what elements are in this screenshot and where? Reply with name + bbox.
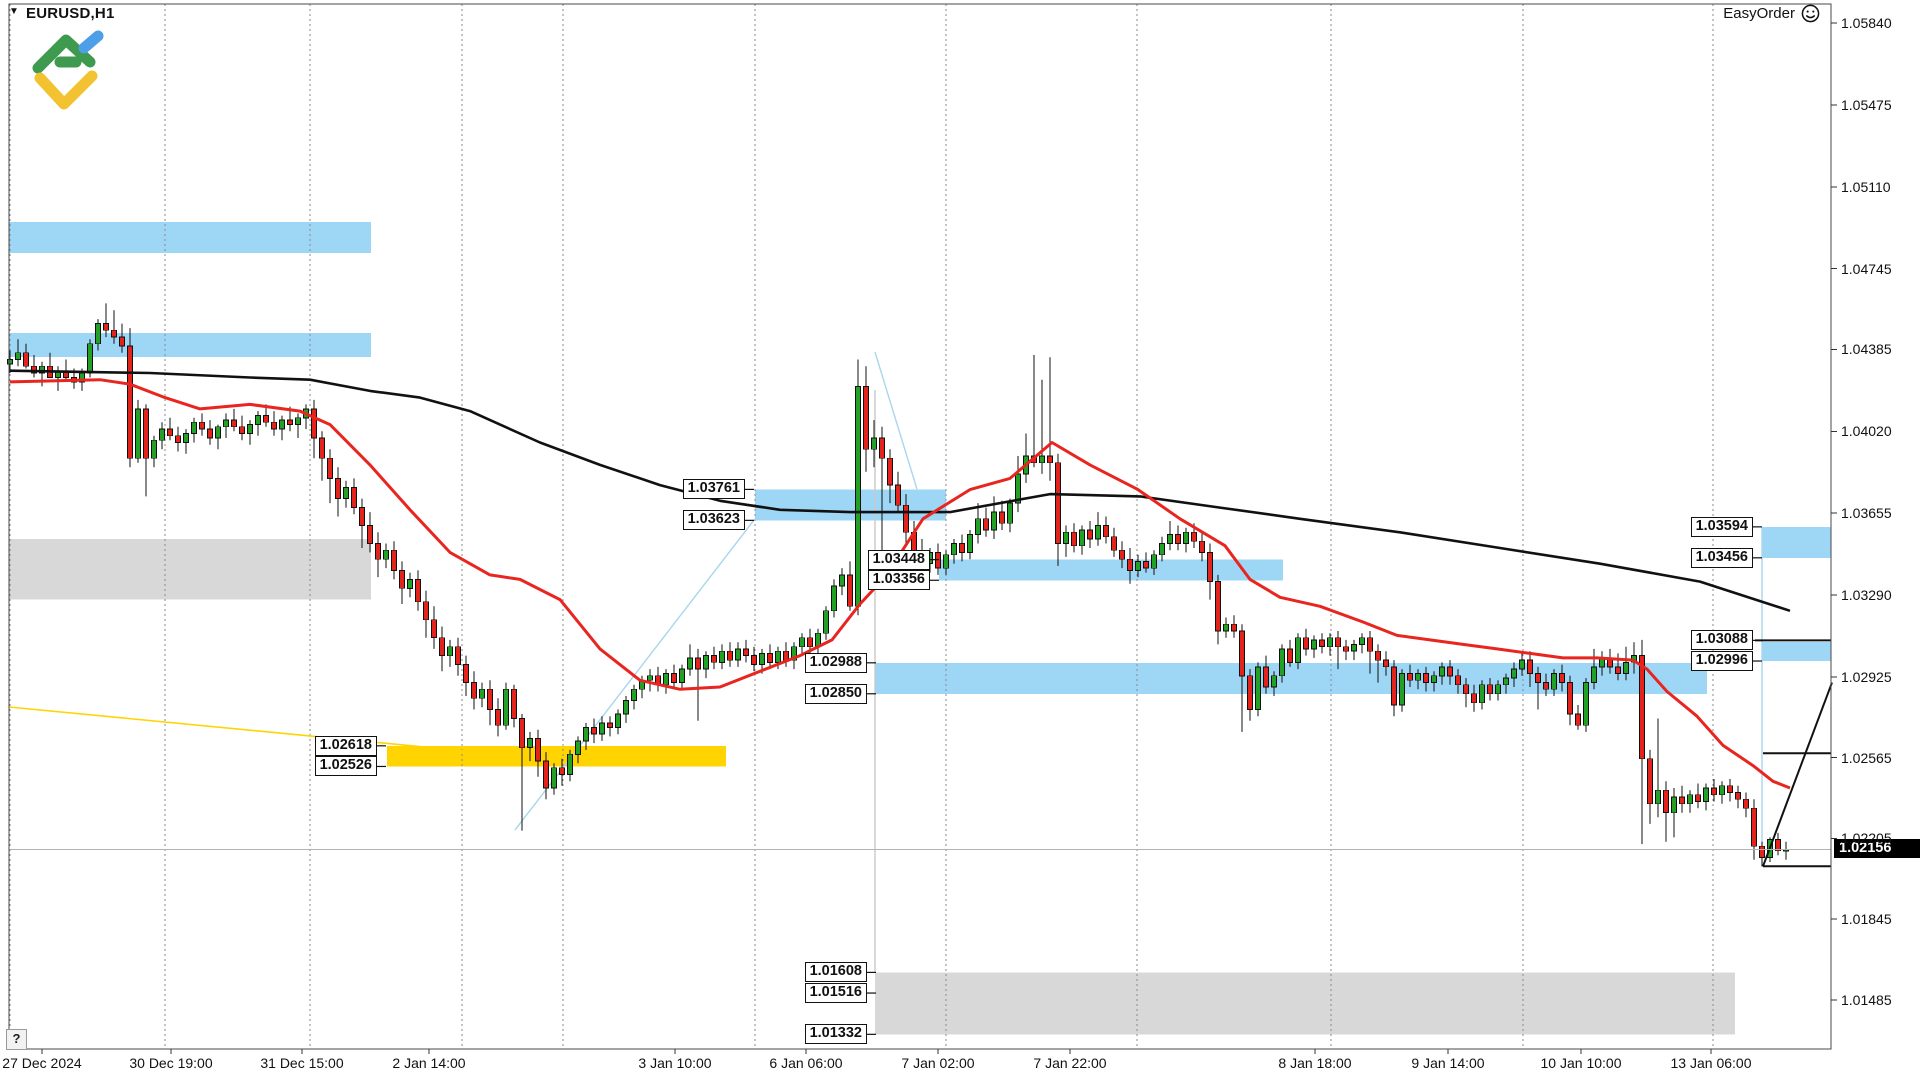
demand-zone-1029 bbox=[875, 662, 1707, 694]
yellow-trendline[interactable] bbox=[8, 706, 541, 759]
price-level-label[interactable]: 1.03088 bbox=[1690, 630, 1753, 651]
gray-zone-bottom bbox=[875, 972, 1735, 1035]
gray-zone-left bbox=[9, 538, 371, 600]
price-axis-label: 1.04385 bbox=[1841, 341, 1892, 358]
price-axis-label: 1.01485 bbox=[1841, 992, 1892, 1008]
price-axis-label: 1.02925 bbox=[1841, 668, 1892, 685]
symbol-title: EURUSD,H1 bbox=[26, 5, 115, 22]
time-axis-label: 2 Jan 14:00 bbox=[392, 1055, 466, 1071]
time-axis-label: 8 Jan 18:00 bbox=[1278, 1055, 1352, 1071]
current-price-badge: 1.02156 bbox=[1834, 839, 1920, 859]
ma-fast-line bbox=[9, 378, 1791, 790]
price-level-label[interactable]: 1.02996 bbox=[1690, 651, 1753, 672]
price-axis-label: 1.04020 bbox=[1841, 423, 1892, 440]
time-axis-label: 27 Dec 2024 bbox=[2, 1055, 82, 1071]
price-axis-label: 1.02205 bbox=[1841, 830, 1892, 847]
price-level-label[interactable]: 1.03761 bbox=[682, 479, 745, 500]
litefinance-logo bbox=[32, 30, 104, 110]
price-level-label[interactable]: 1.02618 bbox=[314, 735, 377, 756]
time-axis-label: 3 Jan 10:00 bbox=[638, 1055, 712, 1071]
price-level-label[interactable]: 1.02850 bbox=[804, 683, 867, 704]
candlestick-series bbox=[7, 303, 1789, 867]
price-axis-label: 1.02565 bbox=[1841, 749, 1892, 766]
plot-border bbox=[8, 3, 1832, 1050]
price-level-label[interactable]: 1.02988 bbox=[804, 652, 867, 673]
price-axis-label: 1.05475 bbox=[1841, 96, 1892, 113]
time-axis-label: 9 Jan 14:00 bbox=[1411, 1055, 1485, 1071]
supply-zone-mid bbox=[755, 489, 946, 521]
price-level-label[interactable]: 1.01516 bbox=[804, 983, 867, 1004]
right-zone-1035 bbox=[1762, 526, 1831, 558]
time-axis-label: 31 Dec 15:00 bbox=[260, 1055, 344, 1071]
time-axis-label: 7 Jan 02:00 bbox=[901, 1055, 975, 1071]
price-level-label[interactable]: 1.03623 bbox=[682, 510, 745, 531]
price-axis-label: 1.05840 bbox=[1841, 15, 1892, 31]
price-axis-label: 1.04745 bbox=[1841, 260, 1892, 277]
lightblue-trendline[interactable] bbox=[874, 351, 918, 490]
price-axis-label: 1.03290 bbox=[1841, 587, 1892, 604]
time-axis-label: 30 Dec 19:00 bbox=[129, 1055, 213, 1071]
supply-zone-1034 bbox=[939, 559, 1283, 581]
right-zone-1030 bbox=[1762, 641, 1831, 662]
price-level-label[interactable]: 1.02526 bbox=[314, 756, 377, 777]
price-axis-label: 1.03655 bbox=[1841, 505, 1892, 522]
time-axis-label: 7 Jan 22:00 bbox=[1033, 1055, 1107, 1071]
price-axis-label: 1.05110 bbox=[1841, 178, 1891, 195]
price-level-label[interactable]: 1.01608 bbox=[804, 962, 867, 983]
supply-zone-upper-left-1 bbox=[9, 221, 371, 253]
price-level-label[interactable]: 1.03356 bbox=[867, 570, 930, 591]
price-level-label[interactable]: 1.03448 bbox=[867, 549, 930, 570]
easyorder-label: EasyOrder bbox=[1723, 5, 1795, 22]
ma-slow-line bbox=[9, 369, 1791, 613]
chart-menu-arrow-icon[interactable]: ▼ bbox=[9, 6, 19, 17]
smiley-icon bbox=[1801, 4, 1820, 23]
price-level-label[interactable]: 1.03456 bbox=[1690, 547, 1753, 568]
price-level-label[interactable]: 1.03594 bbox=[1690, 516, 1753, 537]
time-axis-label: 6 Jan 06:00 bbox=[769, 1055, 843, 1071]
price-axis-label: 1.01845 bbox=[1841, 911, 1892, 928]
easyorder-ea-button[interactable]: EasyOrder bbox=[1723, 4, 1820, 23]
projection-trendline[interactable] bbox=[1762, 682, 1833, 867]
price-level-label[interactable]: 1.01332 bbox=[804, 1024, 867, 1045]
time-axis-label: 13 Jan 06:00 bbox=[1670, 1055, 1752, 1071]
supply-zone-upper-left-2 bbox=[9, 333, 371, 358]
time-axis-label: 10 Jan 10:00 bbox=[1540, 1055, 1622, 1071]
lightblue-trendline[interactable] bbox=[514, 518, 756, 831]
help-button[interactable]: ? bbox=[6, 1029, 27, 1050]
